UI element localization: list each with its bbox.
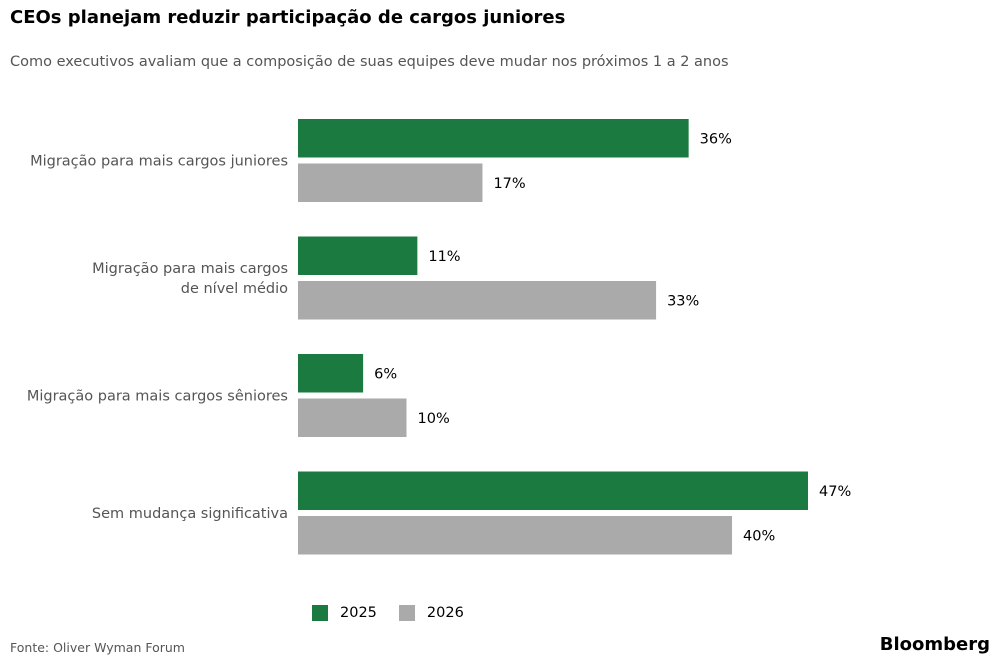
data-label: 17% [493,176,525,192]
category-label: Migração para mais cargos sêniores [27,389,288,405]
data-label: 47% [819,484,851,500]
bar-2026 [298,398,407,437]
legend-label-2025: 2025 [340,605,377,621]
category-label: Migração para mais cargos juniores [30,154,288,170]
bar-2026 [298,516,733,555]
bar-chart: Migração para mais cargos juniores 36% 17%… [27,119,851,555]
bloomberg-logo: Bloomberg [879,634,990,655]
bar-2025 [298,119,689,158]
legend-swatch-2025 [312,605,328,621]
data-label: 40% [743,528,775,544]
bar-2025 [298,236,418,275]
bar-2026 [298,163,483,202]
legend-item-2025: 2025 [312,605,377,621]
data-label: 33% [667,293,699,309]
data-label: 6% [374,366,397,382]
category-label: Migração para mais cargos [92,261,288,277]
data-label: 10% [418,411,450,427]
category-label: de nível médio [181,281,288,297]
chart-subtitle: Como executivos avaliam que a composição… [10,54,729,70]
category-label: Sem mudança significativa [92,506,288,522]
data-label: 36% [700,131,732,147]
legend-swatch-2026 [398,605,415,621]
legend: 2025 2026 [312,605,486,621]
bar-2025 [298,471,808,510]
bar-2026 [298,281,657,320]
data-label: 11% [428,249,460,265]
bar-2025 [298,354,364,393]
legend-item-2026: 2026 [398,605,464,621]
legend-label-2026: 2026 [426,605,464,621]
chart-title: CEOs planejam reduzir participação de ca… [10,7,566,28]
source-note: Fonte: Oliver Wyman Forum [10,640,185,655]
